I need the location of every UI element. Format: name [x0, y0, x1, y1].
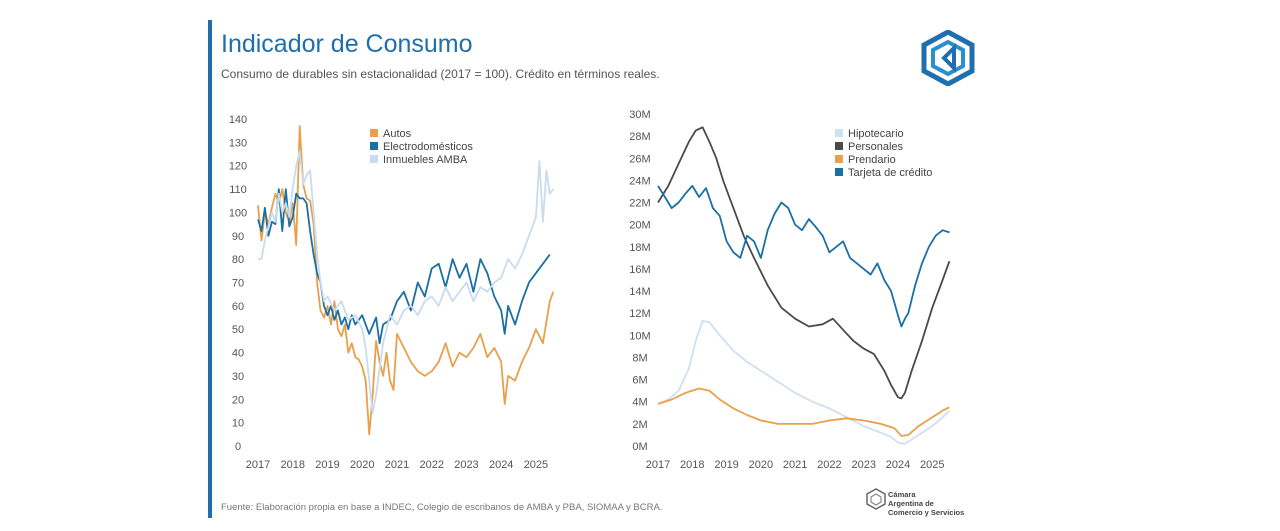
series-line-electro	[257, 188, 551, 345]
chart-credito: 30M 28M 26M 24M 22M 20M 18M 16M 14M 12M 10M 8M 6M 4M 2…	[629, 109, 951, 471]
org-name-line: Argentina de	[888, 499, 934, 508]
legend-label: Prendario	[848, 154, 896, 166]
legend-label: Electrodomésticos	[383, 141, 473, 153]
x-tick-label: 2024	[489, 459, 513, 471]
y-tick-label: 120	[229, 161, 247, 173]
organization-name: Cámara Argentina de Comercio y Servicios	[888, 490, 964, 517]
x-tick-label: 2021	[783, 459, 807, 471]
legend-label: Inmuebles AMBA	[383, 154, 468, 166]
x-tick-label: 2020	[350, 459, 374, 471]
page-subtitle: Consumo de durables sin estacionalidad (…	[221, 67, 660, 81]
y-tick-label: 4M	[632, 397, 647, 409]
y-tick-label: 100	[229, 207, 247, 219]
y-tick-label: 8M	[632, 352, 647, 364]
legend-label: Autos	[383, 128, 412, 140]
y-tick-label: 110	[229, 184, 247, 196]
x-tick-label: 2019	[315, 459, 339, 471]
source-note: Fuente: Elaboración propia en base a IND…	[221, 502, 663, 513]
brand-logo-icon	[921, 30, 975, 86]
x-tick-label: 2018	[680, 459, 704, 471]
y-tick-label: 0	[235, 441, 241, 453]
x-tick-label: 2023	[851, 459, 875, 471]
x-tick-label: 2019	[714, 459, 738, 471]
y-tick-label: 18M	[629, 242, 650, 254]
legend-swatch	[370, 155, 378, 163]
legend-swatch	[835, 155, 843, 163]
y-tick-label: 140	[229, 114, 247, 126]
legend-label: Personales	[848, 141, 904, 153]
y-tick-label: 70	[232, 278, 244, 290]
accent-bar	[208, 20, 212, 518]
y-tick-label: 40	[232, 348, 244, 360]
y-tick-label: 14M	[629, 286, 650, 298]
y-tick-label: 24M	[629, 175, 650, 187]
page-title: Indicador de Consumo	[221, 30, 473, 58]
y-tick-label: 90	[232, 231, 244, 243]
org-name-line: Comercio y Servicios	[888, 508, 965, 517]
y-tick-label: 22M	[629, 198, 650, 210]
x-tick-label: 2023	[454, 459, 478, 471]
y-tick-label: 28M	[629, 131, 650, 143]
y-tick-label: 16M	[629, 264, 650, 276]
y-tick-label: 50	[232, 324, 244, 336]
y-tick-label: 80	[232, 254, 244, 266]
x-tick-label: 2018	[281, 459, 305, 471]
series-line-prendario	[657, 387, 950, 437]
y-tick-label: 12M	[629, 308, 650, 320]
org-name-line: Cámara	[888, 490, 916, 499]
x-tick-label: 2022	[419, 459, 443, 471]
x-tick-label: 2017	[246, 459, 270, 471]
y-tick-label: 10M	[629, 330, 650, 342]
x-tick-label: 2021	[385, 459, 409, 471]
legend-label: Hipotecario	[848, 128, 904, 140]
legend-label: Tarjeta de crédito	[848, 167, 932, 179]
y-tick-label: 60	[232, 301, 244, 313]
series-line-autos	[257, 125, 555, 436]
legend-swatch	[835, 129, 843, 137]
legend-swatch	[835, 142, 843, 150]
series-line-hipotecario	[657, 320, 951, 445]
y-tick-label: 2M	[632, 419, 647, 431]
x-tick-label: 2017	[646, 459, 670, 471]
x-tick-label: 2020	[749, 459, 773, 471]
legend-swatch	[370, 129, 378, 137]
y-tick-label: 0M	[632, 441, 647, 453]
x-tick-label: 2024	[886, 459, 910, 471]
y-tick-label: 30	[232, 371, 244, 383]
series-line-personales	[657, 126, 951, 400]
y-tick-label: 130	[229, 137, 247, 149]
series-line-tarjeta	[657, 185, 950, 328]
y-tick-label: 30M	[629, 109, 650, 121]
y-tick-label: 20	[232, 394, 244, 406]
organization-logo-icon	[866, 488, 886, 510]
y-tick-label: 20M	[629, 220, 650, 232]
y-tick-label: 10	[232, 418, 244, 430]
x-tick-label: 2022	[817, 459, 841, 471]
y-tick-label: 6M	[632, 375, 647, 387]
legend-swatch	[835, 168, 843, 176]
y-tick-label: 26M	[629, 153, 650, 165]
series-line-inmuebles	[258, 150, 555, 415]
legend-swatch	[370, 142, 378, 150]
x-tick-label: 2025	[920, 459, 944, 471]
x-tick-label: 2025	[524, 459, 548, 471]
